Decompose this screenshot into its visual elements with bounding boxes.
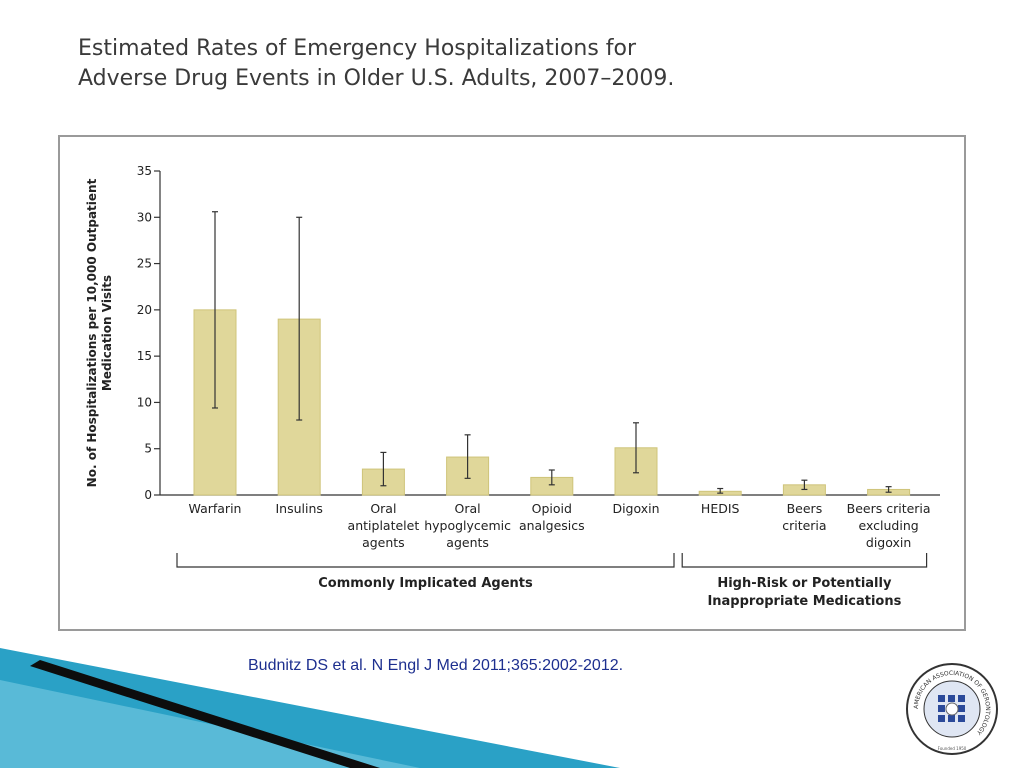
title-line-1: Estimated Rates of Emergency Hospitaliza… <box>78 36 637 61</box>
x-tick-label: Digoxin <box>612 501 659 516</box>
y-tick-label: 15 <box>137 349 152 363</box>
x-tick-label: Insulins <box>275 501 322 516</box>
slide-title: Estimated Rates of Emergency Hospitaliza… <box>78 34 878 94</box>
group-label: Inappropriate Medications <box>707 594 901 609</box>
group-bracket <box>176 553 675 568</box>
x-tick-label: hypoglycemic <box>424 518 511 533</box>
y-tick-label: 30 <box>137 210 152 224</box>
x-tick-label: digoxin <box>866 535 911 550</box>
x-tick-label: Beers criteria <box>847 501 931 516</box>
group-label: High-Risk or Potentially <box>717 576 892 591</box>
x-tick-label: Warfarin <box>189 501 242 516</box>
title-line-2: Adverse Drug Events in Older U.S. Adults… <box>78 66 675 91</box>
y-axis-label-line: Medication Visits <box>100 275 114 391</box>
x-tick-label: Oral <box>370 501 396 516</box>
y-tick-label: 10 <box>137 395 152 409</box>
x-tick-label: Oral <box>455 501 481 516</box>
y-axis-label: No. of Hospitalizations per 10,000 Outpa… <box>85 178 114 487</box>
y-axis-label-line: No. of Hospitalizations per 10,000 Outpa… <box>85 178 99 487</box>
corner-decoration <box>0 648 620 768</box>
association-logo: AMERICAN ASSOCIATION OF GERONTOLOGY Foun… <box>906 663 998 755</box>
x-tick-label: excluding <box>859 518 919 533</box>
x-tick-label: criteria <box>782 518 826 533</box>
y-tick-label: 35 <box>137 164 152 178</box>
x-tick-label: antiplatelet <box>348 518 420 533</box>
chart-frame: 0 5 10 15 20 25 30 35 No. of Hospitalizations pe… <box>58 135 966 631</box>
group-label: Commonly Implicated Agents <box>318 576 533 591</box>
logo-grid-icon <box>938 695 965 722</box>
logo-flower-icon <box>945 702 959 716</box>
x-tick-label: analgesics <box>519 518 585 533</box>
x-tick-label: Opioid <box>532 501 572 516</box>
x-tick-label: agents <box>362 535 405 550</box>
light-swoosh <box>0 680 420 768</box>
bar-chart: 0 5 10 15 20 25 30 35 No. of Hospitalizations pe… <box>85 164 940 609</box>
y-tick-label: 0 <box>144 488 152 502</box>
x-tick-label: Beers <box>787 501 823 516</box>
group-bracket <box>681 553 928 568</box>
x-tick-label: HEDIS <box>701 501 740 516</box>
x-tick-label: agents <box>446 535 489 550</box>
dark-stripe <box>30 660 380 768</box>
y-tick-label: 20 <box>137 303 152 317</box>
citation: Budnitz DS et al. N Engl J Med 2011;365:… <box>248 657 624 674</box>
y-tick-label: 5 <box>144 442 152 456</box>
logo-founded-text: Founded 1950 <box>938 746 967 751</box>
y-tick-label: 25 <box>137 257 152 271</box>
